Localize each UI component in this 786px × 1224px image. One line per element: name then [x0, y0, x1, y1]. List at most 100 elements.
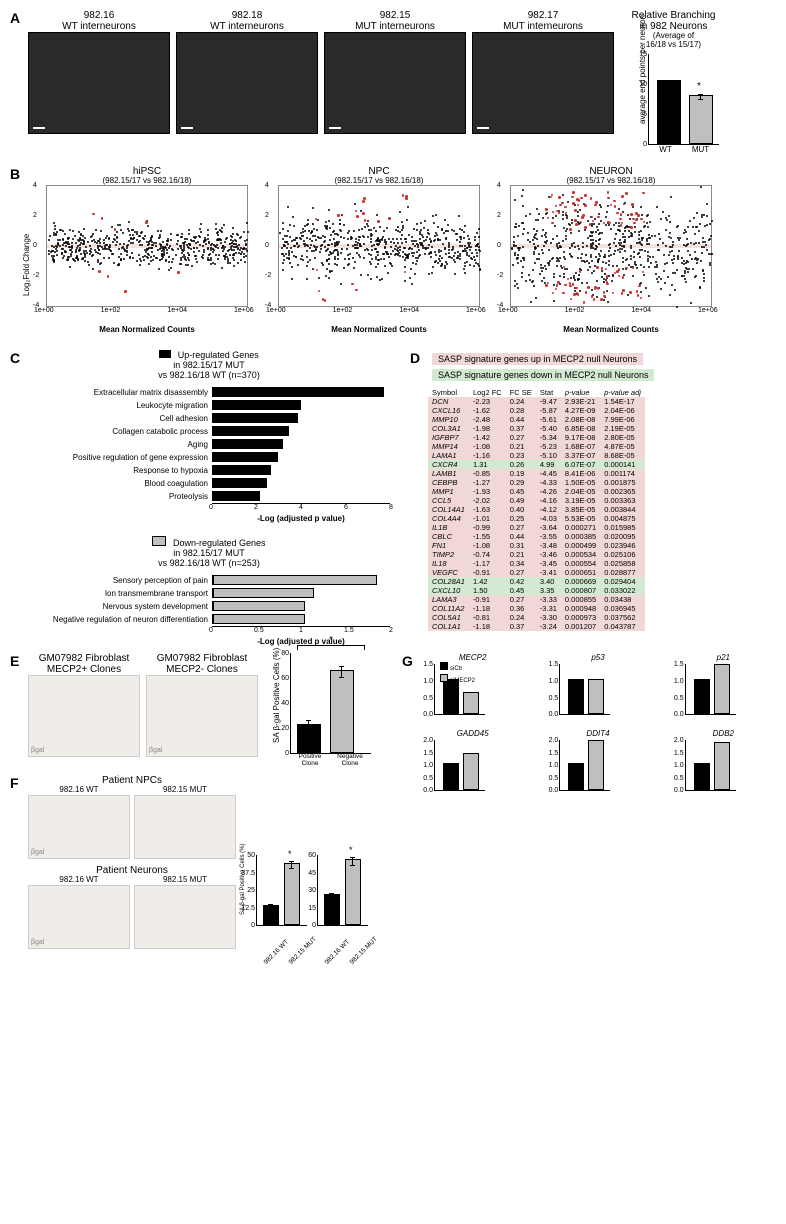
panel-a-img1-t1: 982.18: [176, 10, 318, 21]
panel-b-plot-1: NPC(982.15/17 vs 982.16/18)-4-20241e+001…: [278, 166, 480, 335]
panel-c-down-title1: Down-regulated Genes: [173, 538, 266, 548]
panel-a-label: A: [10, 10, 20, 26]
go-term: Proteolysis: [28, 490, 390, 502]
panel-g-grid: MECP20.00.51.01.5siCtrsiMECP2 p530.00.51.…: [420, 653, 776, 791]
sasp-table: SymbolLog2 FCFC SEStatp-valuep-value adj…: [428, 388, 645, 631]
panel-c-down-title2: in 982.15/17 MUT: [173, 548, 245, 558]
sasp-row: COL28A11.420.423.400.0006690.029404: [428, 577, 645, 586]
panel-c: C Up-regulated Genes in 982.15/17 MUT vs…: [10, 350, 390, 641]
go-term: Positive regulation of gene expression: [28, 451, 390, 463]
panel-e-img1-t2: MECP2+ Clones: [28, 664, 140, 675]
go-term: Response to hypoxia: [28, 464, 390, 476]
panel-a-chart-wrap: Relative Branching in 982 Neurons (Avera…: [628, 10, 719, 154]
panel-f-npc1-img: βgal: [28, 795, 130, 859]
panel-a: A 982.16 WT interneurons 982.18 WT inter…: [10, 10, 776, 154]
sasp-row: CBLC-1.550.44-3.550.0003850.020095: [428, 532, 645, 541]
sasp-row: CCL5-2.020.49-4.163.19E-050.003363: [428, 496, 645, 505]
panel-b-plots: hiPSC(982.15/17 vs 982.16/18)-4-20241e+0…: [46, 166, 776, 335]
go-term: Aging: [28, 438, 390, 450]
sasp-row: MMP1-1.930.45-4.262.04E-050.002365: [428, 487, 645, 496]
sasp-row: MMP10-2.480.44-5.612.08E-087.99E-06: [428, 415, 645, 424]
panel-g: G MECP20.00.51.01.5siCtrsiMECP2 p530.00.5…: [402, 653, 776, 951]
sasp-row: VEGFC-0.910.27-3.410.0006510.028877: [428, 568, 645, 577]
panel-d-legend-down: SASP signature genes down in MECP2 null …: [428, 368, 776, 382]
panel-e-img1: βgal: [28, 675, 140, 757]
panel-f-npc1-label: 982.16 WT: [28, 786, 130, 795]
sasp-row: FN1-1.080.31-3.480.0004990.023946: [428, 541, 645, 550]
panel-a-img0-t2: WT interneurons: [28, 21, 170, 32]
panel-c-down-bars: Sensory perception of painIon transmembr…: [28, 574, 390, 625]
panel-e-chart: *020406080: [290, 653, 371, 754]
panel-a-img3-t1: 982.17: [472, 10, 614, 21]
panel-a-xlabels: WTMUT: [648, 145, 718, 154]
panel-g-chart-p53: p530.00.51.01.5: [545, 653, 650, 715]
sasp-row: CXCR41.310.264.996.07E-070.000141: [428, 460, 645, 469]
panel-e-img1-t1: GM07982 Fibroblast: [28, 653, 140, 664]
panel-b-plot-0: hiPSC(982.15/17 vs 982.16/18)-4-20241e+0…: [46, 166, 248, 335]
panel-a-ylabel: average end points per neuron: [638, 15, 647, 124]
go-term: Negative regulation of neuron differenti…: [28, 613, 390, 625]
legend-swatch-down: [152, 536, 166, 546]
go-term: Leukocyte migration: [28, 399, 390, 411]
panel-f-label: F: [10, 775, 19, 791]
panel-g-label: G: [402, 653, 413, 669]
panel-a-bar-WT: [657, 80, 681, 143]
go-term: Collagen catabolic process: [28, 425, 390, 437]
sasp-row: IGFBP7-1.420.27-5.349.17E-082.80E-05: [428, 433, 645, 442]
panel-e-img2-t2: MECP2- Clones: [146, 664, 258, 675]
sasp-row: CEBPB-1.270.29-4.331.50E-050.001875: [428, 478, 645, 487]
sasp-row: LAMB1-0.850.19-4.458.41E-060.001174: [428, 469, 645, 478]
panel-e-img2-t1: GM07982 Fibroblast: [146, 653, 258, 664]
panel-c-label: C: [10, 350, 20, 366]
panel-g-chart-p21: p210.00.51.01.5: [671, 653, 776, 715]
bar: [297, 724, 321, 754]
panel-a-chart: *051015: [648, 54, 719, 145]
sasp-row: COL14A1-1.630.40-4.123.85E-050.003844: [428, 505, 645, 514]
go-term: Sensory perception of pain: [28, 574, 390, 586]
panel-f-neuron1-label: 982.16 WT: [28, 876, 130, 885]
sasp-row: DCN-2.230.24-9.472.93E-211.54E-17: [428, 397, 645, 406]
panel-f-x2: 982.16 WT982.15 MUT: [317, 926, 367, 951]
panel-c-up-title1: Up-regulated Genes: [178, 350, 259, 360]
panel-a-img2-t1: 982.15: [324, 10, 466, 21]
panel-e: E GM07982 Fibroblast MECP2+ Clones βgal …: [10, 653, 390, 767]
panel-f-chart2: *015304560: [317, 855, 368, 926]
panel-g-chart-MECP2: MECP20.00.51.01.5siCtrsiMECP2: [420, 653, 525, 715]
panel-e-xlabels: Positive CloneNegative Clone: [290, 754, 370, 767]
panel-cd-row: C Up-regulated Genes in 982.15/17 MUT vs…: [10, 350, 776, 641]
panel-d-label: D: [410, 350, 420, 366]
sasp-row: CXCL101.500.453.350.0008070.033022: [428, 586, 645, 595]
panel-c-down-title3: vs 982.16/18 WT (n=253): [158, 558, 260, 568]
sasp-row: IL18-1.170.34-3.450.0005540.025858: [428, 559, 645, 568]
sasp-row: IL1B-0.990.27-3.640.0002710.015985: [428, 523, 645, 532]
panel-g-chart-DDIT4: DDIT40.00.51.01.52.0: [545, 729, 650, 791]
panel-c-up-title2: in 982.15/17 MUT: [173, 360, 245, 370]
sasp-row: TIMP2-0.740.21-3.460.0005340.025106: [428, 550, 645, 559]
panel-f-neuron2-img: [134, 885, 236, 949]
bar: [284, 863, 300, 925]
panel-c-up-title3: vs 982.16/18 WT (n=370): [158, 370, 260, 380]
panel-a-micrograph-2: [324, 32, 466, 134]
panel-g-chart-GADD45: GADD450.00.51.01.52.0: [420, 729, 525, 791]
panel-b-label: B: [10, 166, 20, 182]
sasp-row: COL11A2-1.180.36-3.310.0009480.036945: [428, 604, 645, 613]
panel-efg-row: E GM07982 Fibroblast MECP2+ Clones βgal …: [10, 653, 776, 951]
sasp-row: COL5A1-0.810.24-3.300.0009730.037562: [428, 613, 645, 622]
panel-a-images: 982.16 WT interneurons 982.18 WT interne…: [28, 10, 614, 134]
panel-a-micrograph-3: [472, 32, 614, 134]
panel-b-ylabel: Log₂Fold Change: [22, 233, 31, 295]
panel-c-up-bars: Extracellular matrix disassemblyLeukocyt…: [28, 386, 390, 502]
panel-f-npc2-img: [134, 795, 236, 859]
panel-a-img2-t2: MUT interneurons: [324, 21, 466, 32]
sasp-row: CXCL16-1.620.28-5.874.27E-092.04E-06: [428, 406, 645, 415]
panel-f: F Patient NPCs 982.16 WT βgal 982.15 MUT: [10, 775, 390, 951]
panel-b: B Log₂Fold Change hiPSC(982.15/17 vs 982…: [10, 166, 776, 335]
panel-f-x1: 982.16 WT982.15 MUT: [256, 926, 306, 951]
panel-g-chart-DDB2: DDB20.00.51.01.52.0: [671, 729, 776, 791]
panel-f-neuron1-img: βgal: [28, 885, 130, 949]
figure-root: A 982.16 WT interneurons 982.18 WT inter…: [10, 10, 776, 951]
sasp-row: LAMA1-1.160.23-5.103.37E-078.68E-05: [428, 451, 645, 460]
bar: [345, 859, 361, 925]
go-term: Blood coagulation: [28, 477, 390, 489]
panel-a-img1-t2: WT interneurons: [176, 21, 318, 32]
